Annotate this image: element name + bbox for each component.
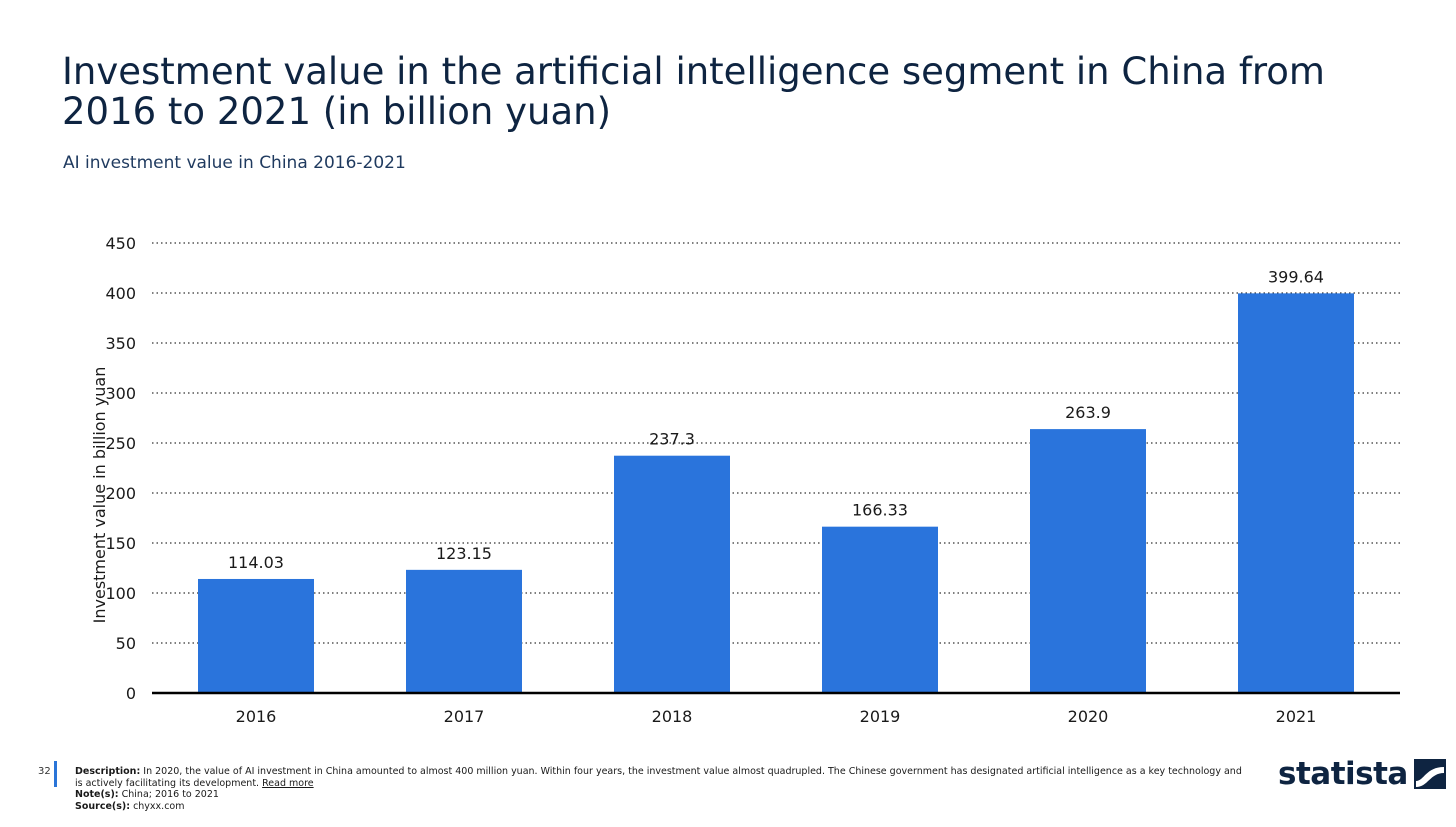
x-tick-label: 2020 [1068,707,1109,726]
y-tick-label: 400 [105,284,136,303]
description: Description: In 2020, the value of AI in… [75,766,1245,789]
data-label-2016: 114.03 [228,553,284,572]
page-number: 32 [38,766,51,777]
x-tick-label: 2017 [444,707,485,726]
y-tick-label: 350 [105,334,136,353]
footer-notes: Description: In 2020, the value of AI in… [75,766,1245,812]
logo-text: statista [1278,756,1408,792]
y-tick-label: 300 [105,384,136,403]
chart-title: Investment value in the artificial intel… [62,50,1325,133]
note-text: China; 2016 to 2021 [121,789,219,800]
y-tick-label: 200 [105,484,136,503]
bar-2020[interactable] [1030,429,1146,693]
y-tick-label: 250 [105,434,136,453]
bar-chart: 0 50 100 150 200 250 300 350 400 450 114.03 123.15… [90,234,1400,726]
bar-2021[interactable] [1238,293,1354,693]
y-axis-title: Investment value in billion yuan [90,367,109,624]
data-label-2021: 399.64 [1268,267,1324,286]
read-more-link[interactable]: Read more [262,777,314,789]
source-label: Source(s): [75,800,131,812]
description-label: Description: [75,766,141,777]
source-text: chyxx.com [133,800,185,812]
bars: 114.03 123.15 237.3 166.33 263.9 399.64 [198,267,1354,693]
data-label-2018: 237.3 [649,430,695,449]
note-label: Note(s): [75,789,119,800]
y-tick-label: 100 [105,584,136,603]
data-label-2020: 263.9 [1065,403,1111,422]
description-text: In 2020, the value of AI investment in C… [75,766,1242,789]
page-marker [54,761,57,787]
chart-subtitle: AI investment value in China 2016-2021 [63,153,406,173]
statista-logo-icon [1413,759,1446,789]
data-label-2017: 123.15 [436,544,492,563]
x-tick-label: 2018 [652,707,693,726]
y-axis-ticks: 0 50 100 150 200 250 300 350 400 450 [105,234,136,703]
note: Note(s): China; 2016 to 2021 [75,789,1245,801]
data-label-2019: 166.33 [852,501,908,520]
bar-2019[interactable] [822,526,938,693]
bar-2018[interactable] [614,455,730,693]
y-tick-label: 450 [105,234,136,253]
x-tick-label: 2021 [1276,707,1317,726]
y-tick-label: 150 [105,534,136,553]
x-tick-label: 2016 [236,707,277,726]
x-tick-label: 2019 [860,707,901,726]
bar-2016[interactable] [198,578,314,693]
source: Source(s): chyxx.com [75,801,1245,813]
y-tick-label: 50 [116,634,136,653]
y-tick-label: 0 [126,684,136,703]
x-axis-ticks: 2016 2017 2018 2019 2020 2021 [236,707,1317,726]
gridlines [152,242,1400,644]
bar-2017[interactable] [406,569,522,693]
statista-logo[interactable]: statista [1278,754,1446,794]
